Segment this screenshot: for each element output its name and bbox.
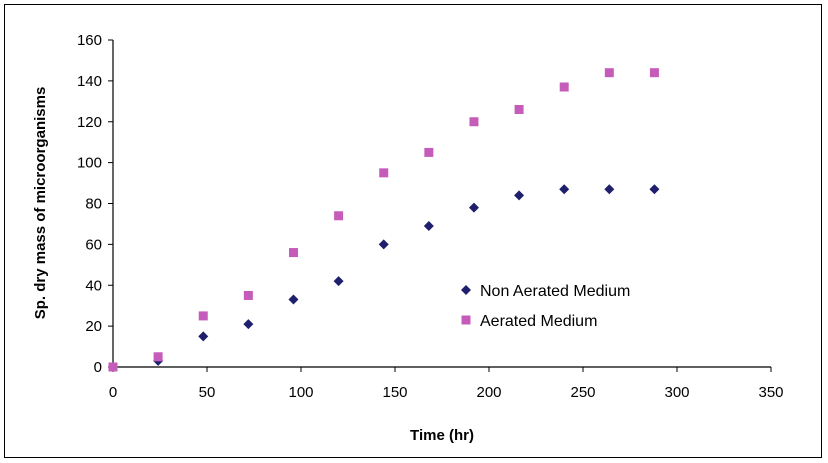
x-tick-label: 0 <box>109 384 117 401</box>
y-tick-label: 120 <box>77 114 102 131</box>
x-tick-label: 300 <box>664 384 689 401</box>
axes: 0 20 40 60 80 100 120 140 160 0 50 100 150 200 250 300… <box>77 32 784 401</box>
x-tick-label: 350 <box>758 384 783 401</box>
y-tick-label: 60 <box>85 236 102 253</box>
data-point-square <box>379 168 389 178</box>
data-point-square <box>108 362 118 372</box>
legend-label: Aerated Medium <box>480 313 597 330</box>
x-ticks: 0 50 100 150 200 250 300 350 <box>109 367 784 401</box>
data-point-diamond <box>288 294 299 305</box>
data-point-diamond <box>468 202 479 213</box>
data-point-diamond <box>514 190 525 201</box>
y-tick-label: 160 <box>77 32 102 49</box>
y-tick-label: 0 <box>94 359 102 376</box>
x-axis-title: Time (hr) <box>410 427 474 444</box>
x-tick-label: 150 <box>382 384 407 401</box>
data-point-diamond <box>333 276 344 287</box>
data-point-square <box>198 311 208 321</box>
data-point-square <box>243 290 253 300</box>
data-point-diamond <box>198 331 209 342</box>
series-1 <box>108 184 660 372</box>
data-point-diamond <box>649 184 660 195</box>
x-tick-label: 100 <box>288 384 313 401</box>
y-tick-label: 140 <box>77 73 102 90</box>
data-point-diamond <box>559 184 570 195</box>
y-tick-label: 40 <box>85 277 102 294</box>
data-point-square <box>424 147 434 157</box>
series-layer <box>108 68 660 372</box>
data-point-square <box>604 68 614 78</box>
x-tick-label: 50 <box>199 384 216 401</box>
y-tick-label: 80 <box>85 196 102 213</box>
data-point-diamond <box>604 184 615 195</box>
data-point-diamond <box>243 319 254 330</box>
y-ticks: 0 20 40 60 80 100 120 140 160 <box>77 32 113 376</box>
series-2 <box>108 68 659 372</box>
data-point-square <box>559 82 569 92</box>
y-tick-label: 20 <box>85 318 102 335</box>
legend-item: Non Aerated Medium <box>461 283 630 300</box>
chart-frame <box>4 4 822 458</box>
legend-diamond-marker <box>461 285 471 295</box>
x-tick-label: 200 <box>476 384 501 401</box>
legend-item: Aerated Medium <box>461 313 597 330</box>
data-point-square <box>288 248 298 258</box>
data-point-square <box>649 68 659 78</box>
data-point-square <box>334 211 344 221</box>
data-point-diamond <box>378 239 389 250</box>
data-point-diamond <box>423 220 434 231</box>
data-point-square <box>469 117 479 127</box>
y-axis-title: Sp. dry mass of microorganisms <box>32 87 49 320</box>
legend-label: Non Aerated Medium <box>480 283 630 300</box>
legend-square-marker <box>461 315 471 325</box>
y-tick-label: 100 <box>77 155 102 172</box>
x-tick-label: 250 <box>570 384 595 401</box>
legend: Non Aerated Medium Aerated Medium <box>461 283 630 330</box>
data-point-square <box>153 352 163 362</box>
data-point-square <box>514 104 524 114</box>
